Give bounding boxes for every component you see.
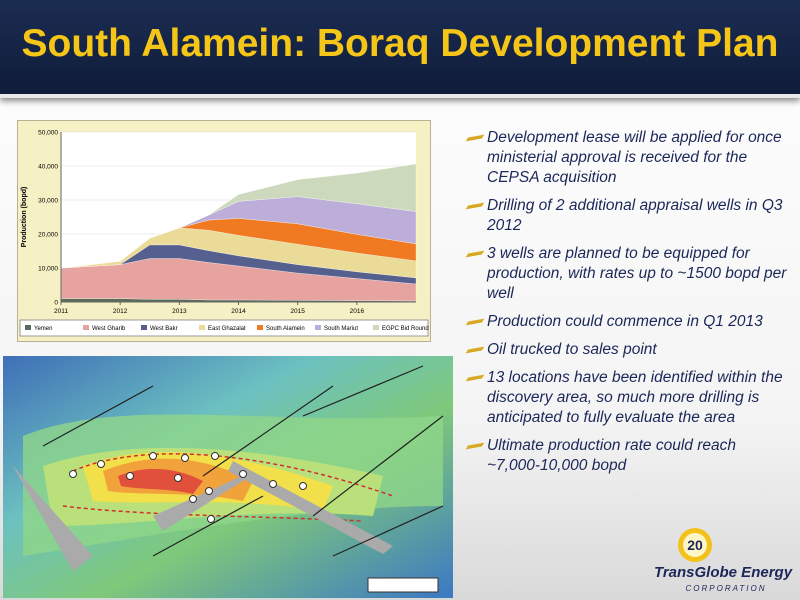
x-tick-label: 2015 (290, 308, 305, 315)
x-tick-label: 2011 (54, 308, 68, 315)
legend-label: West Gharib (92, 326, 126, 332)
page-number: 20 (687, 537, 703, 553)
slide-title: South Alamein: Boraq Development Plan (21, 22, 779, 65)
legend-swatch (199, 325, 205, 330)
y-tick-label: 20,000 (38, 232, 58, 239)
x-tick-label: 2012 (113, 308, 128, 315)
bullet: Ultimate production rate could reach ~7,… (470, 436, 790, 476)
legend-swatch (141, 325, 147, 330)
legend-swatch (257, 325, 263, 330)
y-tick-label: 0 (54, 300, 58, 307)
legend-swatch (315, 325, 321, 330)
bullet: Oil trucked to sales point (470, 340, 790, 360)
company-sub: CORPORATION (686, 584, 767, 593)
legend-label: EGPC Bid Round (382, 326, 429, 332)
legend-label: South Mariut (324, 326, 358, 332)
chart: Production (bopd) 0 10,000 20,000 30,000 40,… (17, 120, 431, 342)
x-tick-label: 2014 (231, 308, 246, 315)
map-image (3, 356, 453, 598)
legend-label: Yemen (34, 326, 52, 332)
bullet: Production could commence in Q1 2013 (470, 312, 790, 332)
legend-swatch (83, 325, 89, 330)
bullet: 3 wells are planned to be equipped for p… (470, 244, 790, 304)
x-tick-label: 2016 (350, 308, 365, 315)
y-tick-label: 10,000 (38, 266, 58, 273)
legend-box (19, 319, 429, 337)
company-name: TransGlobe Energy (654, 564, 793, 581)
y-tick-label: 30,000 (38, 198, 58, 205)
legend-label: South Alamein (266, 326, 305, 332)
x-tick-label: 2013 (172, 308, 187, 315)
y-axis-label: Production (bopd) (21, 187, 28, 248)
bullet: Development lease will be applied for on… (470, 128, 790, 188)
legend-label: East Ghazalat (208, 326, 246, 332)
area (60, 163, 417, 269)
bullet-list: Development lease will be applied for on… (470, 128, 790, 484)
legend-label: West Bakr (150, 326, 178, 332)
legend-swatch (25, 325, 31, 330)
y-tick-label: 40,000 (38, 164, 58, 171)
title-bar: South Alamein: Boraq Development Plan (0, 0, 800, 98)
bullet: 13 locations have been identified within… (470, 368, 790, 428)
y-tick-label: 50,000 (38, 130, 58, 137)
bullet: Drilling of 2 additional appraisal wells… (470, 196, 790, 236)
legend-swatch (373, 325, 379, 330)
logo: 20 TransGlobe Energy CORPORATION (654, 528, 793, 593)
